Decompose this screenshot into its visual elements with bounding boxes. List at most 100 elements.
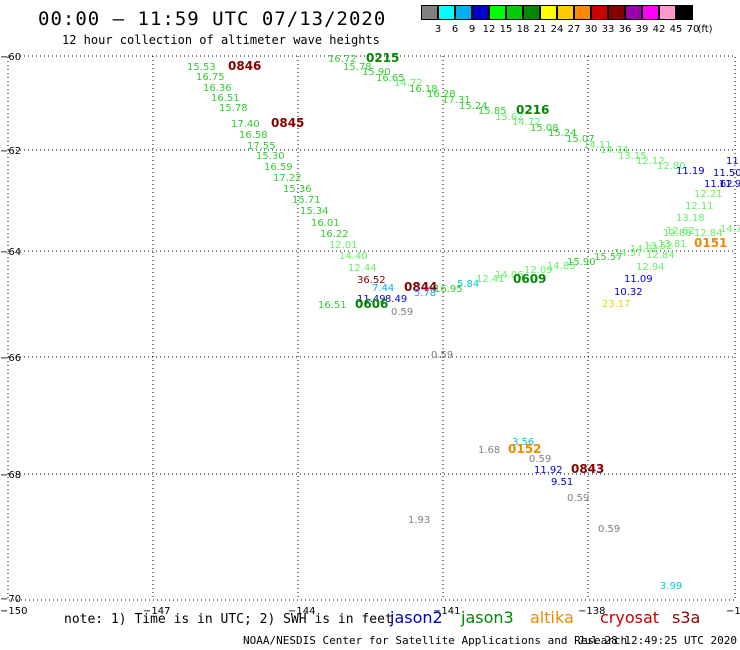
wave-height-label: 16.75 (196, 72, 225, 83)
wave-height-label: 11.50 (713, 168, 740, 179)
wave-height-label: 15.57 (594, 252, 623, 263)
legend-swatch (421, 5, 438, 20)
wave-height-label: 14.40 (339, 251, 368, 262)
wave-height-label: 15.34 (300, 206, 329, 217)
wave-height-label: 15.90 (362, 67, 391, 78)
wave-height-label: 15.08 (530, 123, 559, 134)
lon-tick-label: −138 (578, 606, 605, 617)
wave-height-label: 12.62 (666, 226, 695, 237)
wave-height-label: 8.49 (385, 294, 407, 305)
legend-swatch (557, 5, 574, 20)
lon-tick-label: −150 (0, 606, 27, 617)
legend-label: 39 (635, 24, 649, 35)
legend-label: 15 (499, 24, 513, 35)
lat-tick-label: −62 (0, 146, 21, 157)
wave-height-label: 36.52 (357, 275, 386, 286)
lat-tick-label: −64 (0, 247, 21, 258)
legend-label: 33 (601, 24, 615, 35)
lat-tick-label: −68 (0, 470, 21, 481)
wave-height-label: 16.28 (427, 89, 456, 100)
wave-height-label: 15.53 (187, 62, 216, 73)
wave-height-label: 9.51 (551, 477, 573, 488)
wave-height-label: 14.85 (547, 261, 576, 272)
legend-label: 21 (533, 24, 547, 35)
wave-height-label: 15.62 (495, 112, 524, 123)
legend-swatch (438, 5, 455, 20)
lon-tick-label: −13 (726, 606, 740, 617)
wave-height-label: 3.56 (512, 437, 534, 448)
wave-height-label: 12.88 (663, 228, 692, 239)
legend-swatch (676, 5, 693, 20)
wave-height-label: 11.09 (624, 274, 653, 285)
wave-height-label: 15.24 (459, 101, 488, 112)
wave-height-label: 0.59 (598, 524, 620, 535)
legend-label: 42 (652, 24, 666, 35)
satellite-legend-jason3: jason3 (461, 608, 514, 627)
legend-swatch (608, 5, 625, 20)
wave-height-label: 16.51 (211, 93, 240, 104)
wave-height-label: 16.65 (376, 73, 405, 84)
satellite-legend-s3a: s3a (672, 608, 701, 627)
wave-height-label: 12.84 (646, 250, 675, 261)
pass-time-label: 0845 (271, 116, 304, 130)
legend-label: 12 (482, 24, 496, 35)
wave-height-label: 13.81 (658, 239, 687, 250)
legend-swatch (591, 5, 608, 20)
wave-height-label: 16.22 (320, 229, 349, 240)
lat-tick-label: −66 (0, 353, 21, 364)
satellite-legend-altika: altika (530, 608, 574, 627)
pass-time-label: 0844 (404, 280, 437, 294)
wave-height-label: 15.78 (219, 103, 248, 114)
wave-height-label: 5.78 (414, 288, 436, 299)
wave-height-label: 16.51 (318, 300, 347, 311)
legend-label: 30 (584, 24, 598, 35)
credit-timestamp: Jul 28 12:49:25 UTC 2020 (578, 634, 737, 647)
pass-time-label: 0215 (366, 51, 399, 65)
legend-label: 36 (618, 24, 632, 35)
page-title: 00:00 – 11:59 UTC 07/13/2020 (38, 8, 387, 30)
legend-label: (ft) (697, 24, 713, 35)
wave-height-label: 11.62 (704, 179, 733, 190)
legend-label: 24 (550, 24, 564, 35)
wave-height-label: 11.49 (357, 294, 386, 305)
legend-label: 45 (669, 24, 683, 35)
wave-height-label: 11.92 (534, 465, 563, 476)
credit-line: NOAA/NESDIS Center for Satellite Applica… (243, 634, 628, 647)
lat-tick-label: −60 (0, 52, 21, 63)
wave-height-label: 10.32 (614, 287, 643, 298)
legend-label: 9 (468, 24, 476, 35)
map-frame (7, 55, 736, 601)
pass-time-label: 0606 (355, 297, 388, 311)
pass-time-label: 0843 (571, 462, 604, 476)
wave-height-label: 5.84 (457, 279, 479, 290)
legend-label: 18 (516, 24, 530, 35)
lon-tick-label: −144 (288, 606, 315, 617)
legend-swatch (472, 5, 489, 20)
lon-tick-label: −141 (433, 606, 460, 617)
wave-height-label: 15.78 (343, 62, 372, 73)
wave-height-label: 7.44 (372, 283, 394, 294)
pass-time-label: 0846 (228, 59, 261, 73)
wave-height-label: 14.72 (512, 117, 541, 128)
lon-tick-label: −147 (143, 606, 170, 617)
footer-note: note: 1) Time is in UTC; 2) SWH is in fe… (64, 612, 393, 627)
wave-height-label: 1.93 (408, 515, 430, 526)
wave-height-label: 12.84 (694, 228, 723, 239)
pass-time-label: 0151 (694, 236, 727, 250)
legend-swatch (523, 5, 540, 20)
wave-height-label: 11.2 (726, 156, 740, 167)
wave-height-label: 3.99 (660, 581, 682, 592)
lat-tick-label: −70 (0, 594, 21, 605)
wave-height-label: 12.41 (476, 274, 505, 285)
wave-height-label: 12.09 (524, 265, 553, 276)
legend-swatch (642, 5, 659, 20)
wave-height-label: 14.02 (630, 244, 659, 255)
wave-height-label: 14.74 (600, 145, 629, 156)
wave-height-label: 14.57 (614, 248, 643, 259)
satellite-legend-cryosat: cryosat (600, 608, 660, 627)
wave-height-label: 12.94 (636, 262, 665, 273)
legend-swatch (659, 5, 676, 20)
wave-height-label: 12.11 (685, 201, 714, 212)
wave-height-label: 14.06 (495, 270, 524, 281)
